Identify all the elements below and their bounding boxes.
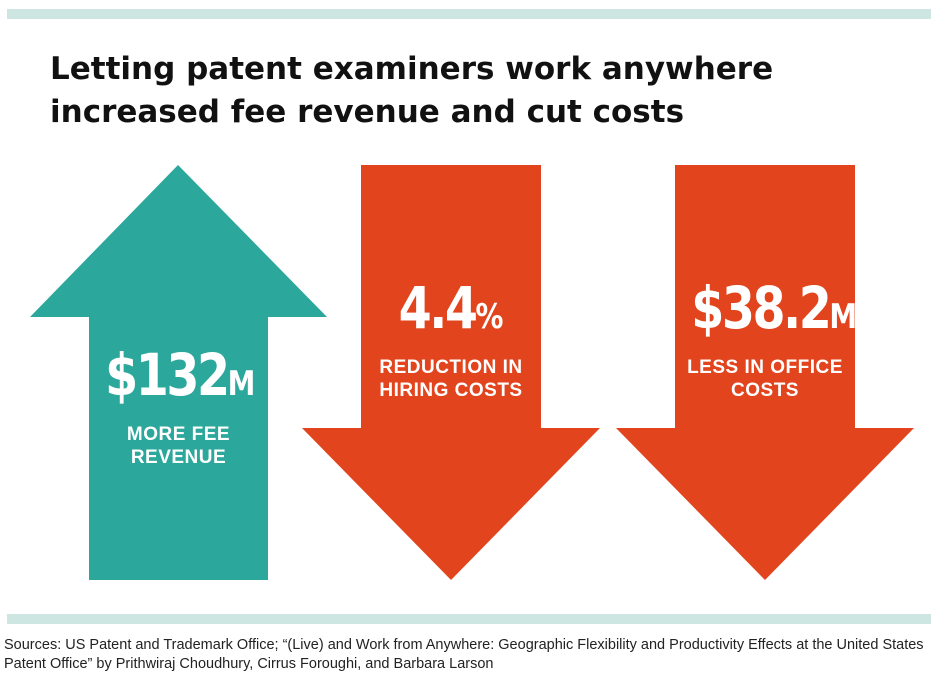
stat-value: 4.4% — [398, 274, 504, 342]
down-arrow-icon — [302, 165, 600, 580]
top-divider — [7, 9, 931, 19]
source-citation: Sources: US Patent and Trademark Office;… — [4, 637, 924, 672]
stat-label: LESS IN OFFICE COSTS — [687, 357, 843, 401]
stat-label: REDUCTION IN HIRING COSTS — [379, 357, 523, 401]
down-arrow-icon — [616, 165, 914, 580]
stat-hiring-costs: 4.4% REDUCTION IN HIRING COSTS — [361, 277, 541, 402]
stat-label: MORE FEE REVENUE — [126, 424, 231, 468]
page-title: Letting patent examiners work anywhere i… — [50, 51, 774, 130]
bottom-divider — [7, 614, 931, 624]
stat-value: $132M — [105, 341, 256, 409]
stat-office-costs: $38.2M LESS IN OFFICE COSTS — [675, 274, 858, 402]
stat-value: $38.2M — [691, 274, 858, 342]
stat-fee-revenue: $132M MORE FEE REVENUE — [89, 344, 268, 469]
up-arrow-icon — [30, 165, 327, 580]
